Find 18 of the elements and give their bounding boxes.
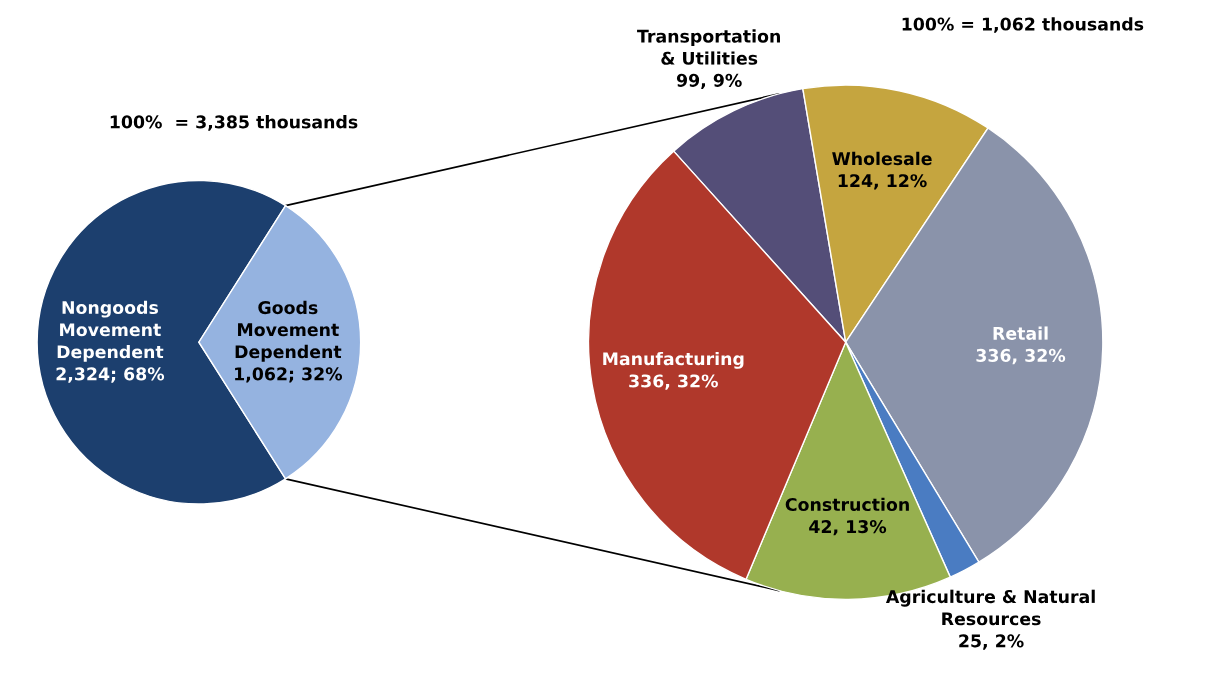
slice-label: Goods Movement Dependent <box>235 300 342 362</box>
data-label: 1,062; 32% <box>235 367 343 383</box>
data-label: 336, 32% <box>976 348 1066 365</box>
slice-label: Agriculture & Natural Resources <box>885 589 1095 626</box>
data-label: 42, 13% <box>809 520 887 536</box>
data-label: 124, 12% <box>838 174 927 190</box>
text: 100% = 3,385 thousands <box>110 115 358 131</box>
text: 100% = 1,062 thousands <box>902 17 1144 33</box>
slice-label: Transportation & Utilities <box>637 29 780 65</box>
slice-label: Nongoods Movement Dependent <box>57 300 164 362</box>
slice-label: Retail <box>993 326 1048 340</box>
data-label: 25, 2% <box>959 634 1024 650</box>
slice-label: Construction <box>785 497 909 512</box>
slice-label: Wholesale <box>832 151 932 166</box>
data-label: 2,324; 68% <box>56 367 165 383</box>
slice-label: Manufacturing <box>603 351 744 369</box>
data-label: 336, 32% <box>629 374 718 390</box>
data-label: 99, 9% <box>676 73 742 90</box>
